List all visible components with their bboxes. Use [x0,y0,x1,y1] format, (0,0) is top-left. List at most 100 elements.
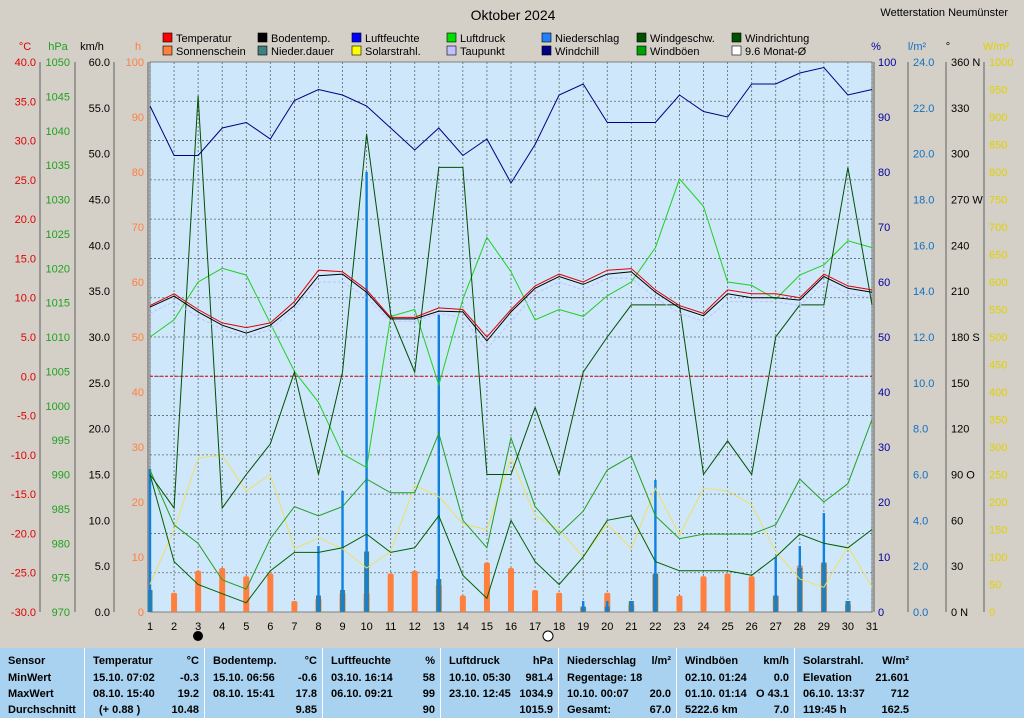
axes: 40.0 35.0 30.0 25.0 20.0 15.0 10.0 5.0 0.0 -5.0 -1… [11,57,1014,619]
sunshine-bar [291,601,298,612]
x-tick-label: 4 [219,621,225,633]
avg-value: 10.48 [171,704,199,716]
x-tick-label: 20 [601,621,613,633]
series-line-taupunkt [149,277,873,350]
series-line-windgeschw [149,474,873,604]
rad-tick-label: 6.0 [913,470,928,482]
rad-tick-label: 12.0 [913,332,934,344]
statistics-table: Sensor MinWert MaxWert Durchschnitt Temp… [0,648,1024,718]
legend-swatch [162,45,173,56]
sunshine-bar [243,576,250,612]
precipitation-bar [148,469,152,612]
sun-tick-label: 20 [132,497,144,509]
wind-tick-label: 45.0 [89,195,110,207]
legend-swatch [731,45,742,56]
sun-tick-label: 80 [132,167,144,179]
press-tick-label: 1040 [46,126,70,138]
dir-tick-label: 0 N [951,607,968,619]
column-title: Luftdruck [449,655,500,667]
hum-tick-label: 60 [878,277,890,289]
legend-swatch [351,32,362,43]
stats-column: Bodentemp. °C 15.10. 06:56 -0.6 08.10. 15:41… [204,648,323,718]
wind-tick-label: 55.0 [89,103,110,115]
stats-column: Luftdruck hPa 10.10. 05:30 981.4 23.10. 12:4… [440,648,559,718]
sunshine-bar [171,592,178,612]
series-line-windböen [149,419,873,590]
sunshine-bar [556,592,563,612]
precipitation-bar [630,601,633,612]
legend-label: Windchill [555,46,599,58]
column-title: Bodentemp. [213,655,277,667]
column-unit: % [425,655,435,667]
x-tick-label: 5 [243,621,249,633]
solar-tick-label: 900 [989,112,1007,124]
solar-tick-label: 400 [989,387,1007,399]
sunshine-bar [748,576,755,612]
solar-tick-label: 300 [989,442,1007,454]
x-tick-label: 11 [385,621,396,633]
temp-tick-label: 40.0 [15,57,36,69]
rad-tick-label: 10.0 [913,378,934,390]
row-headers: Sensor MinWert MaxWert Durchschnitt [0,648,84,718]
hum-tick-label: 70 [878,222,890,234]
precipitation-bar [317,546,320,612]
sunshine-bar [411,570,418,612]
press-tick-label: 985 [52,504,70,516]
column-unit: °C [186,655,199,667]
column-title: Luftfeuchte [331,655,391,667]
dir-tick-label: 90 O [951,470,975,482]
hum-tick-label: 20 [878,497,890,509]
press-tick-label: 1015 [46,298,70,310]
press-tick-label: 1010 [46,332,70,344]
hum-tick-label: 80 [878,167,890,179]
sunshine-bar [267,573,274,612]
sunshine-bar [459,595,466,612]
hum-tick-label: 10 [878,552,890,564]
wind-tick-label: 50.0 [89,149,110,161]
dir-tick-label: 300 [951,149,969,161]
press-tick-label: 975 [52,573,70,585]
x-tick-label: 12 [409,621,421,633]
sun-tick-label: 70 [132,222,144,234]
rad-tick-label: 14.0 [913,286,934,298]
legend-swatch [257,32,268,43]
solar-tick-label: 350 [989,415,1007,427]
legend-swatch [446,45,457,56]
temp-tick-label: -10.0 [11,450,36,462]
legend-swatch [446,32,457,43]
temp-tick-label: 35.0 [15,96,36,108]
solar-tick-label: 850 [989,140,1007,152]
dir-tick-label: 270 W [951,195,983,207]
sunshine-bar [676,595,683,612]
chart-title: Oktober 2024 [471,7,556,23]
sunshine-bar [387,573,394,612]
x-tick-label: 7 [291,621,297,633]
dir-tick-label: 210 [951,286,969,298]
press-tick-label: 970 [52,607,70,619]
max-time: 06.10. 09:21 [331,688,393,700]
press-tick-label: 980 [52,538,70,550]
solar-tick-label: 550 [989,305,1007,317]
legend-label: Sonnenschein [176,46,246,58]
precipitation-bar [341,491,344,612]
solar-tick-label: 700 [989,222,1007,234]
series-line-bodentemp [149,271,873,342]
row-label-sensor: Sensor [8,655,46,667]
sunshine-bar [219,568,226,612]
hum-tick-label: 40 [878,387,890,399]
hum-tick-label: 30 [878,442,890,454]
rad-unit: l/m² [908,41,927,53]
x-tick-label: 28 [794,621,806,633]
axis-units: °C hPa km/h h % l/m² ° W/m² [19,41,1010,53]
sun-tick-label: 40 [132,387,144,399]
avg-value: 9.85 [295,704,317,716]
legend-label: Temperatur [176,33,232,45]
x-tick-label: 10 [360,621,372,633]
rad-tick-label: 4.0 [913,515,928,527]
x-tick-label: 6 [267,621,273,633]
temp-tick-label: -20.0 [11,528,36,540]
press-tick-label: 1000 [46,401,70,413]
max-time: 23.10. 12:45 [449,688,511,700]
min-time: 02.10. 01:24 [685,672,747,684]
x-axis: 1 2 3 4 5 6 7 8 9 10 11 12 13 14 15 16 17 18 19 20 21 22 23 24 2… [147,621,878,633]
